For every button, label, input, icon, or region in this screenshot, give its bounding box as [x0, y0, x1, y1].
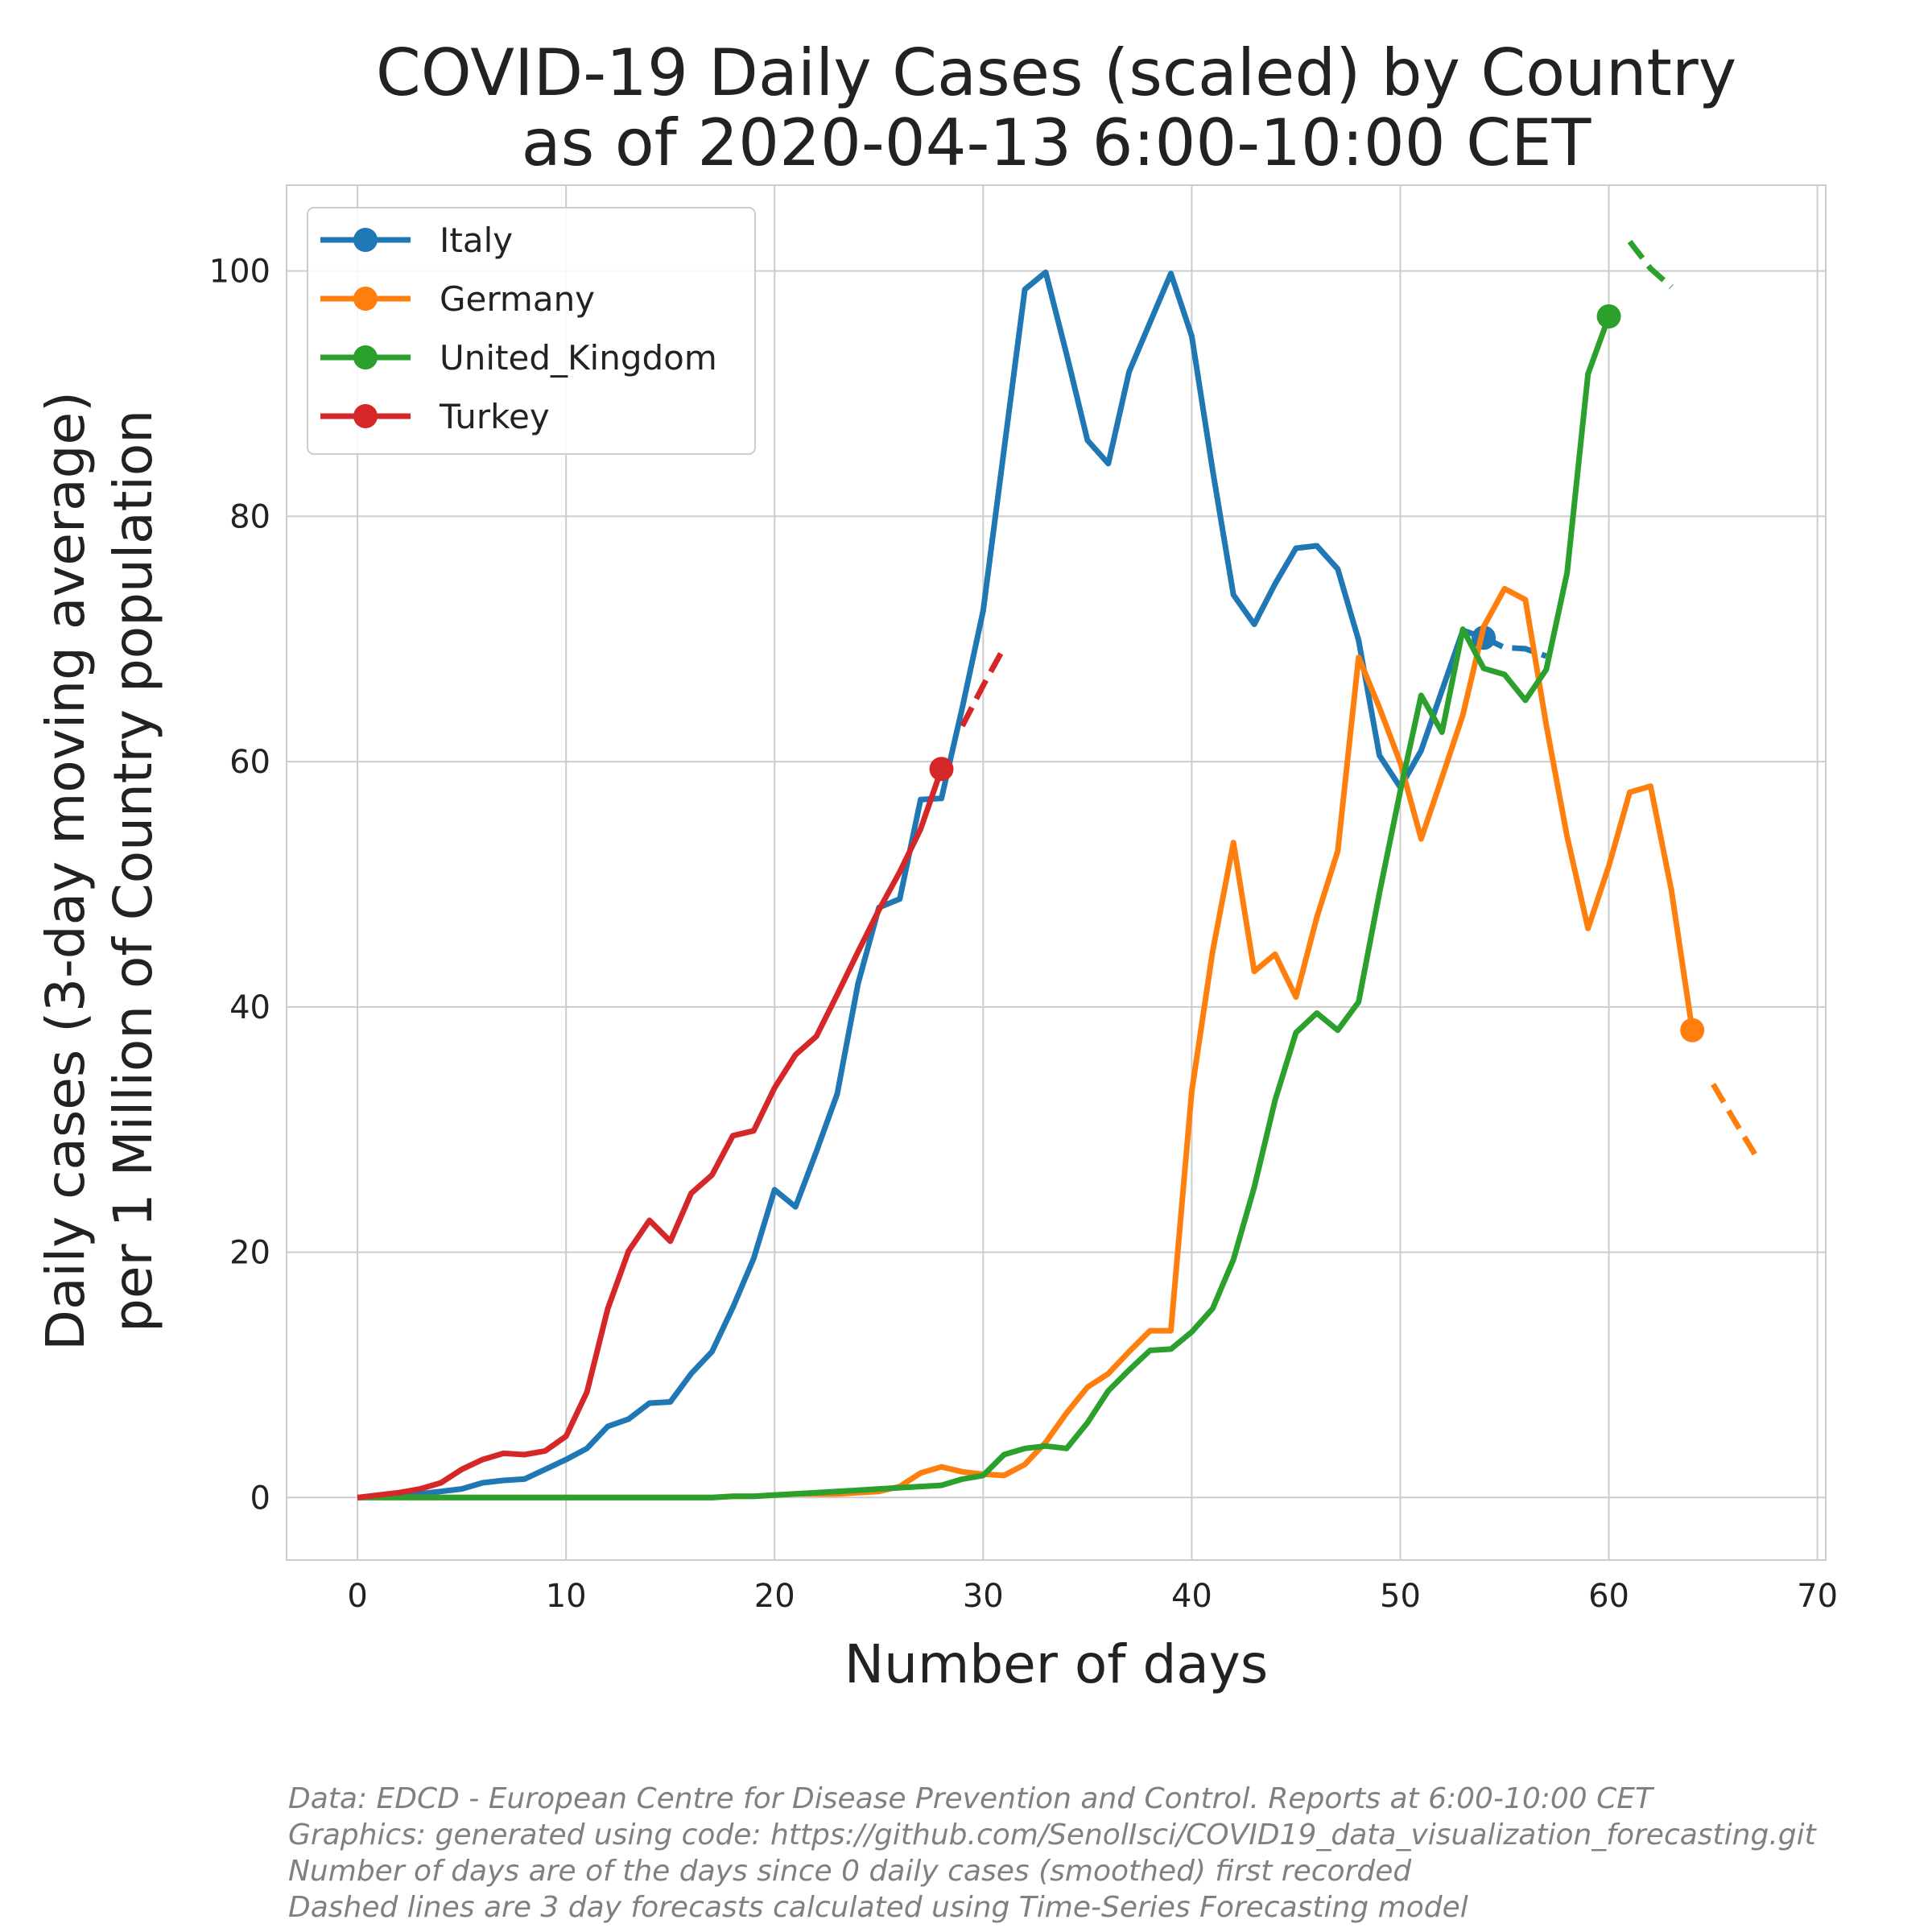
- x-tick-label: 30: [963, 1578, 1004, 1615]
- series-united-kingdom: [357, 239, 1674, 1501]
- footnote-line-3: Number of days are of the days since 0 d…: [288, 1855, 1412, 1888]
- legend-item-germany: Germany: [320, 279, 595, 319]
- x-tick-label: 50: [1380, 1578, 1421, 1615]
- x-tick-label: 20: [754, 1578, 795, 1615]
- legend-items: Italy Germany United_Kingdom Turkey: [320, 221, 717, 436]
- series-endpoint-germany: [1680, 1018, 1705, 1042]
- legend-marker: [353, 287, 378, 311]
- x-tick-label: 70: [1797, 1578, 1838, 1615]
- y-tick-label: 60: [229, 744, 270, 781]
- legend: Italy Germany United_Kingdom Turkey: [307, 207, 756, 455]
- x-axis-label: Number of days: [844, 1633, 1269, 1695]
- y-tick-label: 80: [229, 498, 270, 535]
- forecast-line-turkey: [960, 646, 1007, 728]
- y-tick-label: 20: [229, 1235, 270, 1272]
- footnote-line-4: Dashed lines are 3 day forecasts calcula…: [288, 1891, 1468, 1924]
- y-axis-label: Daily cases (3-day moving average) per 1…: [35, 391, 164, 1351]
- y-axis-label-line-1: Daily cases (3-day moving average): [35, 391, 97, 1351]
- series-line-italy: [357, 269, 1485, 1501]
- chart-title-line-2: as of 2020-04-13 6:00-10:00 CET: [522, 105, 1592, 180]
- y-tick-label: 100: [209, 254, 270, 291]
- series-line-united-kingdom: [357, 315, 1612, 1501]
- y-tick-labels: 0 20 40 60 80 100: [209, 254, 270, 1517]
- legend-item-turkey: Turkey: [320, 397, 550, 436]
- legend-marker: [353, 345, 378, 369]
- footnotes: Data: EDCD - European Centre for Disease…: [288, 1782, 1818, 1924]
- y-tick-label: 0: [250, 1480, 270, 1517]
- x-tick-label: 10: [546, 1578, 587, 1615]
- legend-marker: [353, 404, 378, 428]
- legend-box: [307, 207, 756, 455]
- legend-item-united-kingdom: United_Kingdom: [320, 338, 717, 378]
- x-tick-label: 40: [1171, 1578, 1212, 1615]
- legend-label: Turkey: [439, 397, 550, 436]
- series-layer: [357, 239, 1757, 1501]
- series-endpoint-united-kingdom: [1596, 304, 1621, 329]
- x-tick-labels: 0 10 20 30 40 50 60 70: [347, 1578, 1838, 1615]
- forecast-line-united-kingdom: [1627, 239, 1674, 290]
- legend-label: Germany: [440, 279, 595, 319]
- x-tick-label: 0: [347, 1578, 367, 1615]
- series-turkey: [357, 646, 1007, 1501]
- series-line-turkey: [357, 768, 944, 1501]
- y-axis-label-line-2: per 1 Million of Country population: [102, 410, 164, 1332]
- legend-label: Italy: [440, 221, 513, 260]
- forecast-line-germany: [1711, 1083, 1757, 1156]
- legend-item-italy: Italy: [320, 221, 513, 260]
- chart-title-line-1: COVID-19 Daily Cases (scaled) by Country: [376, 35, 1736, 110]
- series-endpoint-turkey: [929, 757, 954, 782]
- y-tick-label: 40: [229, 989, 270, 1026]
- x-tick-label: 60: [1588, 1578, 1629, 1615]
- footnote-line-2: Graphics: generated using code: https://…: [288, 1818, 1818, 1852]
- footnote-line-1: Data: EDCD - European Centre for Disease…: [288, 1782, 1655, 1815]
- legend-label: United_Kingdom: [440, 338, 717, 378]
- legend-marker: [353, 228, 378, 252]
